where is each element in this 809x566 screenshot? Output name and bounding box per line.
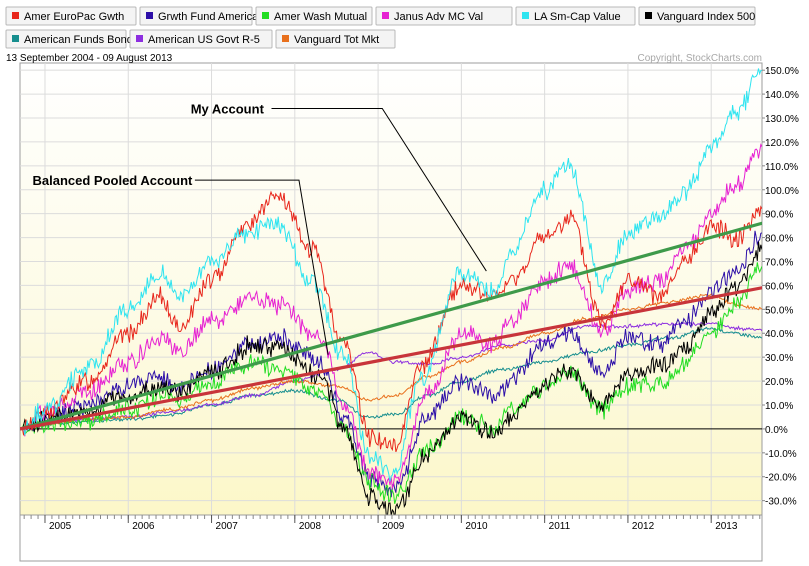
legend-label: American US Govt R-5 bbox=[148, 34, 260, 46]
legend-item-amer-wash-mutual: Amer Wash Mutual bbox=[255, 6, 373, 26]
x-tick-label: 2012 bbox=[632, 521, 655, 532]
annotation-leader-my-account bbox=[271, 107, 487, 272]
legend-item-la-sm-cap-value: LA Sm-Cap Value bbox=[515, 6, 636, 26]
legend-label: Grwth Fund America bbox=[158, 11, 259, 23]
series-layer bbox=[20, 68, 762, 515]
legend-label: American Funds Bond bbox=[24, 34, 133, 46]
legend-swatch bbox=[522, 12, 529, 19]
legend-item-american-us-govt-r-5: American US Govt R-5 bbox=[129, 29, 273, 49]
legend-swatch bbox=[12, 35, 19, 42]
legend-swatch bbox=[136, 35, 143, 42]
legend-item-american-funds-bond: American Funds Bond bbox=[5, 29, 133, 49]
legend-swatch bbox=[262, 12, 269, 19]
grid-layer bbox=[20, 63, 762, 515]
x-tick-label: 2008 bbox=[299, 521, 322, 532]
series-line-amer-europac-gwth bbox=[20, 190, 762, 453]
legend: Amer EuroPac Gwth Grwth Fund America Amer … bbox=[5, 6, 756, 49]
series-line-amer-wash-mutual bbox=[20, 262, 762, 504]
legend-label: Amer Wash Mutual bbox=[274, 11, 367, 23]
x-tick-label: 2011 bbox=[549, 521, 571, 532]
legend-item-vanguard-tot-mkt: Vanguard Tot Mkt bbox=[275, 29, 396, 49]
y-tick-label: 90.0% bbox=[765, 210, 793, 221]
y-tick-label: -10.0% bbox=[765, 449, 797, 460]
legend-item-amer-europac-gwth: Amer EuroPac Gwth bbox=[5, 6, 137, 26]
y-tick-label: 60.0% bbox=[765, 281, 793, 292]
y-tick-label: 100.0% bbox=[765, 186, 799, 197]
date-range-label: 13 September 2004 - 09 August 2013 bbox=[6, 53, 173, 64]
y-tick-label: 80.0% bbox=[765, 234, 793, 245]
legend-label: Vanguard Tot Mkt bbox=[294, 34, 379, 46]
legend-item-janus-adv-mc-val: Janus Adv MC Val bbox=[375, 6, 513, 26]
series-line-american-funds-bond bbox=[20, 326, 762, 431]
trend-layer bbox=[20, 221, 762, 431]
annotation-label-my-account: My Account bbox=[191, 101, 265, 116]
y-tick-label: -20.0% bbox=[765, 473, 797, 484]
y-tick-label: 120.0% bbox=[765, 138, 799, 149]
y-tick-label: 0.0% bbox=[765, 425, 788, 436]
legend-swatch bbox=[12, 12, 19, 19]
trend-line-my-account bbox=[20, 221, 762, 431]
y-tick-label: 140.0% bbox=[765, 90, 799, 101]
y-tick-label: 30.0% bbox=[765, 353, 793, 364]
plot-background bbox=[19, 62, 763, 516]
y-tick-label: 20.0% bbox=[765, 377, 793, 388]
x-tick-label: 2010 bbox=[465, 521, 488, 532]
x-axis-strip bbox=[19, 514, 763, 562]
axis-layer: -30.0% -20.0% -10.0% 0.0% 10.0% 20.0% 30.0% 40.… bbox=[19, 66, 799, 562]
y-tick-label: 50.0% bbox=[765, 305, 793, 316]
y-tick-label: 110.0% bbox=[765, 162, 798, 173]
legend-label: Janus Adv MC Val bbox=[394, 11, 483, 23]
x-tick-label: 2005 bbox=[49, 521, 72, 532]
x-tick-label: 2007 bbox=[216, 521, 239, 532]
legend-label: Vanguard Index 500 bbox=[657, 11, 755, 23]
x-tick-label: 2013 bbox=[715, 521, 738, 532]
y-tick-label: 70.0% bbox=[765, 257, 793, 268]
legend-label: LA Sm-Cap Value bbox=[534, 11, 621, 23]
series-line-la-sm-cap-value bbox=[20, 68, 762, 482]
y-tick-label: -30.0% bbox=[765, 497, 797, 508]
legend-item-grwth-fund-america: Grwth Fund America bbox=[139, 6, 259, 26]
copyright-label: Copyright, StockCharts.com bbox=[638, 53, 763, 64]
legend-item-vanguard-index-500: Vanguard Index 500 bbox=[638, 6, 756, 26]
y-tick-label: 40.0% bbox=[765, 329, 793, 340]
legend-swatch bbox=[382, 12, 389, 19]
series-line-american-us-govt-r-5 bbox=[20, 321, 762, 431]
y-tick-label: 150.0% bbox=[765, 66, 799, 77]
annotation-leader-balanced-pooled-account bbox=[194, 179, 329, 355]
series-line-vanguard-index-500 bbox=[20, 241, 762, 515]
legend-swatch bbox=[146, 12, 153, 19]
x-tick-label: 2006 bbox=[132, 521, 155, 532]
legend-swatch bbox=[645, 12, 652, 19]
trend-line-balanced-pooled-account bbox=[20, 286, 762, 431]
legend-swatch bbox=[282, 35, 289, 42]
y-tick-label: 130.0% bbox=[765, 114, 799, 125]
annotation-layer: My Account Balanced Pooled Account bbox=[32, 101, 487, 355]
y-tick-label: 10.0% bbox=[765, 401, 793, 412]
legend-label: Amer EuroPac Gwth bbox=[24, 11, 124, 23]
annotation-label-balanced-pooled-account: Balanced Pooled Account bbox=[32, 173, 193, 188]
series-line-vanguard-tot-mkt bbox=[20, 293, 762, 430]
x-tick-label: 2009 bbox=[382, 521, 405, 532]
